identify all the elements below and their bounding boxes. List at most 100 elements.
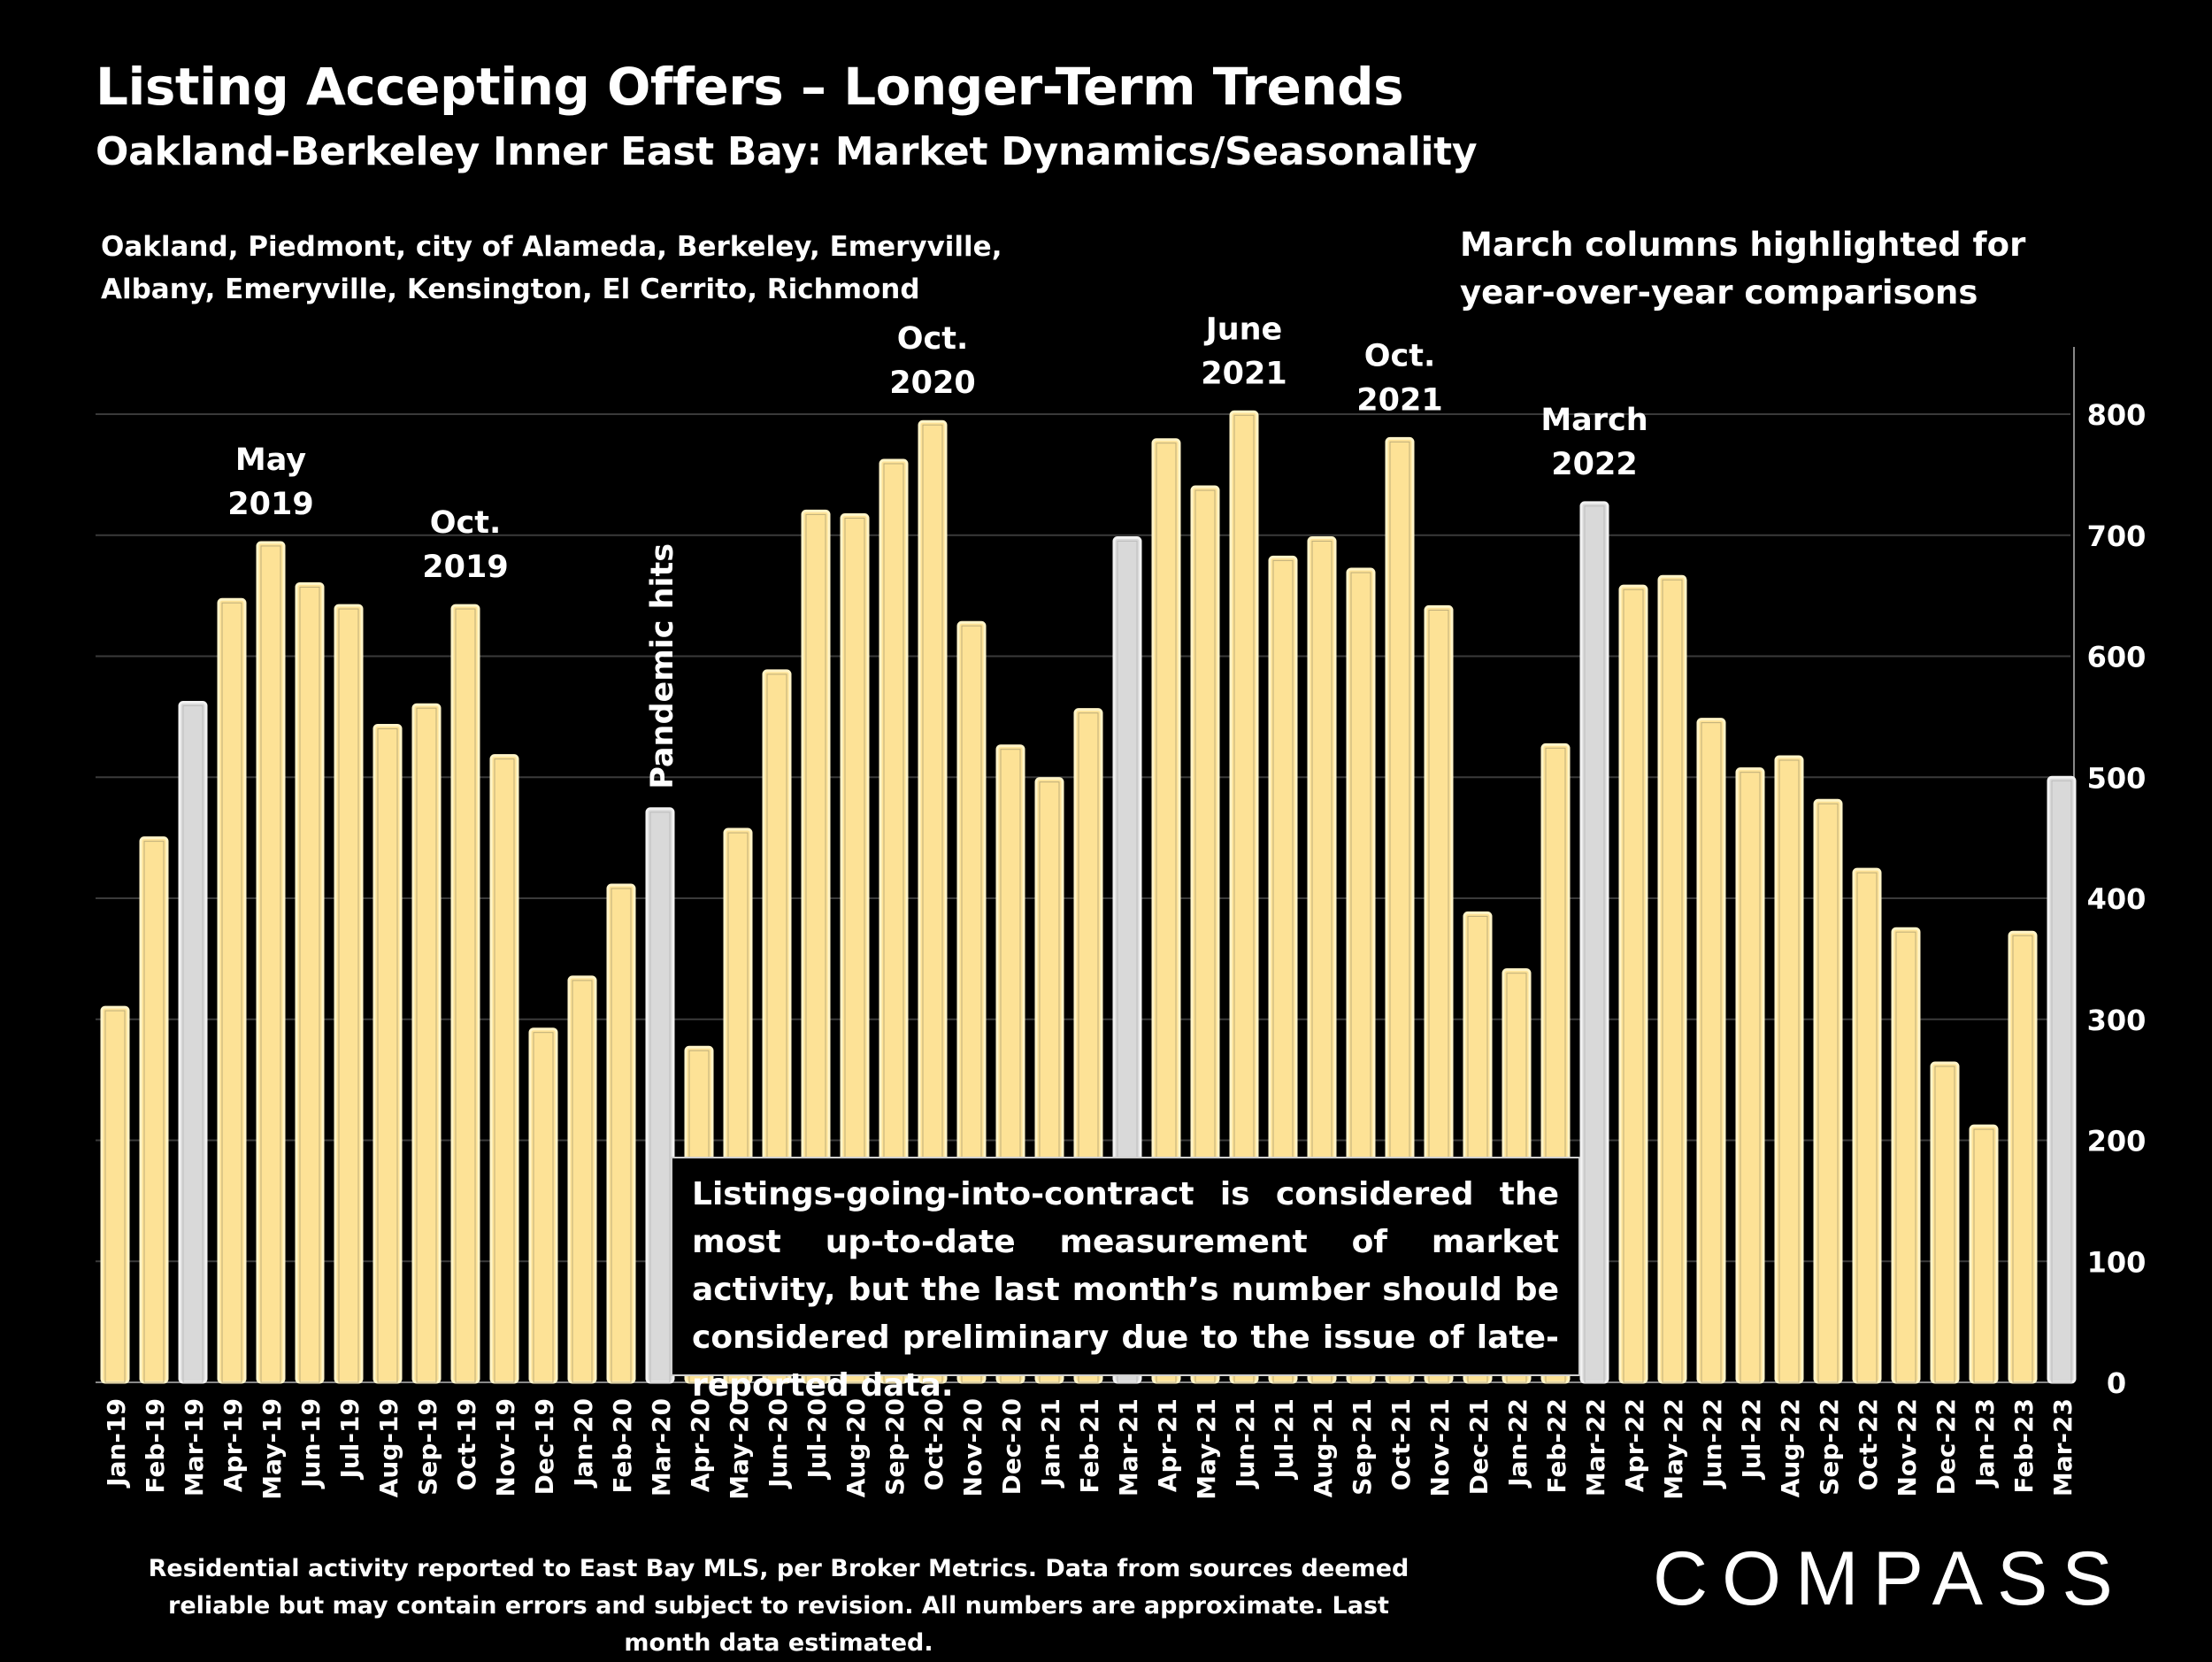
annotation-jun-21: June 2021 bbox=[1201, 312, 1286, 391]
bar-inner-edge bbox=[1117, 540, 1138, 1383]
x-tick-label: Jul-22 bbox=[1737, 1398, 1766, 1481]
bar-inner-edge bbox=[455, 608, 476, 1383]
x-tick-label: May-21 bbox=[1192, 1398, 1221, 1500]
bar-inner-edge bbox=[1000, 749, 1021, 1383]
bar-inner-edge bbox=[1584, 505, 1605, 1383]
x-tick-label: Jul-20 bbox=[803, 1398, 832, 1481]
highlight-note: March columns highlighted for year-over-… bbox=[1460, 226, 2026, 312]
bar-inner-edge bbox=[2051, 780, 2072, 1383]
bar-inner-edge bbox=[572, 980, 593, 1383]
x-tick-label: Mar-23 bbox=[2048, 1398, 2078, 1497]
x-tick-label: Feb-21 bbox=[1075, 1398, 1104, 1494]
bar-inner-edge bbox=[1740, 772, 1761, 1383]
annotation-mar-22: March 2022 bbox=[1540, 403, 1647, 482]
bar-inner-edge bbox=[922, 424, 943, 1383]
x-tick-label: Nov-22 bbox=[1893, 1398, 1922, 1497]
logo-wordmark: COMPASS bbox=[1653, 1536, 2122, 1621]
bar-inner-edge bbox=[2012, 935, 2033, 1383]
bar-inner-edge bbox=[611, 888, 632, 1383]
bar-inner-edge bbox=[1856, 872, 1878, 1383]
bar-inner-edge bbox=[649, 812, 671, 1383]
annotation-oct-19: Oct. 2019 bbox=[422, 505, 508, 585]
source-footnote: Residential activity reported to East Ba… bbox=[148, 1555, 1409, 1657]
x-tick-label: Apr-21 bbox=[1153, 1398, 1182, 1492]
annotation-may-19: May 2019 bbox=[227, 442, 313, 522]
x-tick-label: Dec-20 bbox=[997, 1398, 1026, 1495]
x-tick-label: Jan-22 bbox=[1503, 1398, 1532, 1489]
x-tick-label: Aug-22 bbox=[1776, 1398, 1805, 1497]
bar-inner-edge bbox=[1467, 915, 1488, 1383]
x-tick-label: Jul-21 bbox=[1270, 1398, 1299, 1481]
x-tick-label: Feb-20 bbox=[608, 1398, 637, 1494]
bar-inner-edge bbox=[1194, 489, 1216, 1383]
y-tick-label: 0 bbox=[2107, 1366, 2126, 1400]
x-tick-label: Sep-20 bbox=[880, 1398, 910, 1496]
page-subtitle: Oakland-Berkeley Inner East Bay: Market … bbox=[96, 129, 1478, 174]
x-tick-label: Aug-21 bbox=[1309, 1398, 1338, 1497]
bar-inner-edge bbox=[727, 832, 749, 1383]
y-tick-label: 700 bbox=[2087, 519, 2147, 553]
bar-inner-edge bbox=[182, 704, 204, 1383]
bar-inner-edge bbox=[1934, 1066, 1955, 1383]
preliminary-data-callout: Listings-going-into-contract is consider… bbox=[671, 1157, 1580, 1404]
annotation-oct-20: Oct. 2020 bbox=[889, 321, 975, 401]
x-tick-label: Dec-21 bbox=[1464, 1398, 1494, 1495]
bar-inner-edge bbox=[260, 545, 281, 1383]
x-tick-label: Jul-19 bbox=[335, 1398, 365, 1481]
bar-inner-edge bbox=[221, 602, 242, 1383]
bar-inner-edge bbox=[1156, 442, 1177, 1383]
bar-inner-edge bbox=[1817, 803, 1839, 1383]
x-tick-label: May-22 bbox=[1659, 1398, 1688, 1500]
x-tick-label: Jan-21 bbox=[1036, 1398, 1065, 1489]
x-tick-label: Mar-22 bbox=[1581, 1398, 1610, 1497]
x-tick-label: Apr-20 bbox=[686, 1398, 715, 1492]
y-tick-label: 200 bbox=[2087, 1125, 2147, 1158]
bar-inner-edge bbox=[1389, 441, 1410, 1383]
x-tick-label: Oct-21 bbox=[1386, 1398, 1416, 1490]
x-tick-label: Oct-20 bbox=[919, 1398, 949, 1490]
bar-inner-edge bbox=[1778, 759, 1800, 1383]
x-tick-label: Mar-20 bbox=[647, 1398, 676, 1497]
x-tick-label: Nov-20 bbox=[958, 1398, 987, 1497]
x-tick-label: May-20 bbox=[725, 1398, 754, 1500]
bar-inner-edge bbox=[1545, 747, 1566, 1383]
y-tick-label: 800 bbox=[2087, 398, 2147, 432]
regions-note: Oakland, Piedmont, city of Alameda, Berk… bbox=[101, 231, 1002, 305]
x-tick-label: Aug-19 bbox=[374, 1398, 403, 1497]
y-tick-label: 400 bbox=[2087, 882, 2147, 916]
bar-inner-edge bbox=[1039, 781, 1060, 1383]
x-tick-label: Feb-23 bbox=[2009, 1398, 2039, 1494]
bar-inner-edge bbox=[1662, 579, 1683, 1383]
x-tick-label: Mar-21 bbox=[1114, 1398, 1143, 1497]
x-tick-label: Jun-22 bbox=[1698, 1398, 1727, 1489]
x-tick-label: Aug-20 bbox=[841, 1398, 871, 1497]
x-tick-label: Apr-19 bbox=[219, 1398, 248, 1492]
bar-inner-edge bbox=[338, 608, 359, 1383]
y-tick-label: 500 bbox=[2087, 761, 2147, 795]
x-tick-label: Nov-19 bbox=[491, 1398, 520, 1497]
x-tick-label: Sep-21 bbox=[1348, 1398, 1377, 1496]
bar-inner-edge bbox=[883, 463, 904, 1383]
bar-inner-edge bbox=[1895, 931, 1916, 1383]
bar-inner-edge bbox=[1272, 559, 1294, 1383]
bar-inner-edge bbox=[143, 841, 165, 1383]
bar-inner-edge bbox=[766, 673, 787, 1383]
x-tick-label: May-19 bbox=[257, 1398, 287, 1500]
bar-inner-edge bbox=[1350, 572, 1371, 1383]
x-tick-label: Oct-19 bbox=[452, 1398, 481, 1490]
x-tick-label: Sep-19 bbox=[413, 1398, 442, 1496]
annotation-oct-21: Oct. 2021 bbox=[1356, 338, 1442, 418]
bar-inner-edge bbox=[1428, 609, 1449, 1383]
x-tick-label: Jan-20 bbox=[569, 1398, 598, 1489]
x-tick-label: Sep-22 bbox=[1815, 1398, 1844, 1496]
x-tick-label: Jun-19 bbox=[296, 1398, 326, 1489]
x-tick-label: Jan-23 bbox=[1970, 1398, 2000, 1489]
x-tick-label: Mar-19 bbox=[180, 1398, 209, 1497]
bar-inner-edge bbox=[533, 1032, 554, 1383]
bar-inner-edge bbox=[1233, 414, 1255, 1383]
bar-inner-edge bbox=[494, 758, 515, 1383]
x-tick-label: Apr-22 bbox=[1620, 1398, 1649, 1492]
x-tick-label: Feb-19 bbox=[141, 1398, 170, 1494]
bar-inner-edge bbox=[1701, 722, 1722, 1383]
bar-inner-edge bbox=[299, 586, 320, 1383]
